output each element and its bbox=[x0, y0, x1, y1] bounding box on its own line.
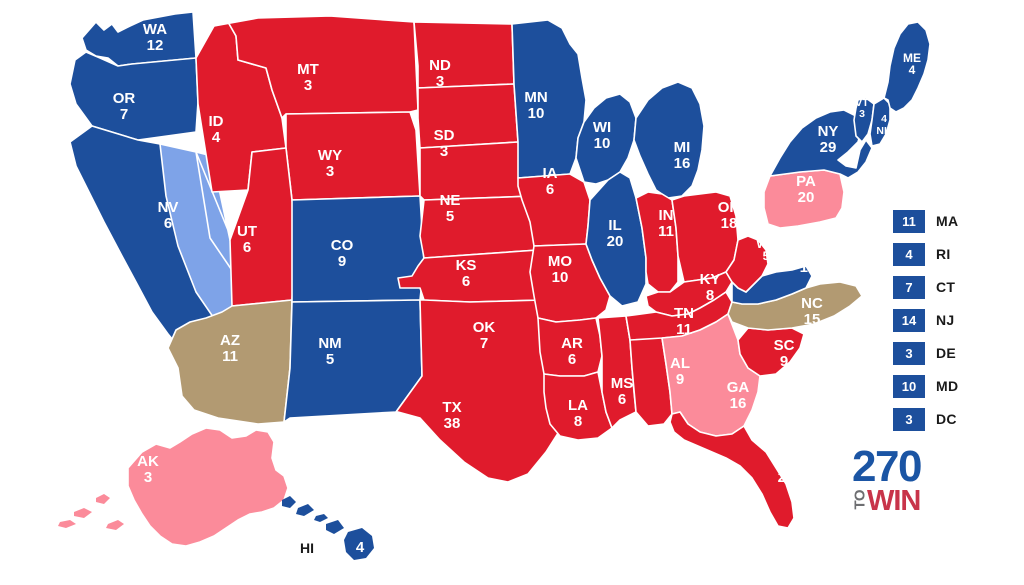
state-me[interactable] bbox=[883, 21, 931, 113]
legend-votes-nj: 14 bbox=[893, 308, 925, 332]
legend-row-ri[interactable]: 4 RI bbox=[893, 241, 1013, 267]
state-abbr-fl: FL bbox=[777, 453, 795, 470]
legend-label-ri: RI bbox=[936, 246, 951, 262]
legend-votes-ri: 4 bbox=[893, 242, 925, 266]
state-hi-island-5[interactable] bbox=[344, 528, 374, 560]
legend-label-ma: MA bbox=[936, 213, 959, 229]
state-ar[interactable] bbox=[537, 317, 603, 377]
legend-label-dc: DC bbox=[936, 411, 957, 427]
state-ak-island bbox=[96, 494, 110, 504]
state-pa[interactable] bbox=[763, 169, 845, 229]
legend-row-de[interactable]: 3 DE bbox=[893, 340, 1013, 366]
state-la[interactable] bbox=[543, 371, 613, 441]
state-ak-island bbox=[74, 508, 92, 518]
logo-number: 270 bbox=[852, 442, 922, 491]
state-ak-island bbox=[106, 520, 124, 530]
state-or[interactable] bbox=[69, 51, 199, 141]
legend-small-states: 11 MA 4 RI 7 CT 14 NJ 3 DE 10 MD 3 DC bbox=[893, 208, 1013, 439]
legend-row-md[interactable]: 10 MD bbox=[893, 373, 1013, 399]
state-ne[interactable] bbox=[419, 141, 535, 201]
legend-label-de: DE bbox=[936, 345, 957, 361]
state-nd[interactable] bbox=[413, 21, 515, 89]
logo-win-text: WIN bbox=[867, 485, 921, 517]
state-votes-ca: 55 bbox=[90, 251, 107, 268]
state-ak[interactable] bbox=[127, 427, 289, 547]
state-mn[interactable] bbox=[511, 19, 587, 179]
legend-votes-dc: 3 bbox=[893, 407, 925, 431]
state-wv[interactable] bbox=[725, 235, 769, 293]
state-fl[interactable] bbox=[669, 411, 795, 529]
legend-row-dc[interactable]: 3 DC bbox=[893, 406, 1013, 432]
logo-to-text: TO bbox=[851, 489, 869, 510]
legend-row-ct[interactable]: 7 CT bbox=[893, 274, 1013, 300]
legend-votes-ct: 7 bbox=[893, 275, 925, 299]
legend-label-nj: NJ bbox=[936, 312, 955, 328]
state-hi-island-2[interactable] bbox=[296, 504, 314, 516]
state-wy[interactable] bbox=[285, 111, 421, 201]
hawaii-inset-label: HI bbox=[300, 540, 314, 556]
state-nh[interactable] bbox=[869, 97, 891, 147]
state-ak-island bbox=[58, 520, 76, 528]
state-hi-island-1[interactable] bbox=[282, 496, 296, 508]
legend-votes-md: 10 bbox=[893, 374, 925, 398]
state-wa[interactable] bbox=[81, 11, 197, 67]
logo-bottom-row: TO WIN bbox=[851, 485, 964, 517]
state-ny[interactable] bbox=[769, 109, 873, 179]
state-tx[interactable] bbox=[395, 299, 563, 483]
state-abbr-va: VA bbox=[798, 243, 818, 260]
state-sc[interactable] bbox=[737, 327, 805, 377]
legend-row-nj[interactable]: 14 NJ bbox=[893, 307, 1013, 333]
legend-votes-de: 3 bbox=[893, 341, 925, 365]
legend-votes-ma: 11 bbox=[893, 209, 925, 233]
state-mi[interactable] bbox=[633, 81, 705, 199]
legend-row-ma[interactable]: 11 MA bbox=[893, 208, 1013, 234]
state-hi-island-3[interactable] bbox=[314, 514, 328, 522]
state-sd[interactable] bbox=[417, 83, 519, 149]
states-layer[interactable] bbox=[58, 11, 931, 560]
state-ks[interactable] bbox=[419, 195, 539, 259]
state-hi-island-4[interactable] bbox=[326, 520, 344, 534]
state-abbr-ca: CA bbox=[87, 235, 109, 252]
270towin-logo[interactable]: 270 TO WIN bbox=[851, 442, 964, 517]
state-mt[interactable] bbox=[213, 15, 419, 119]
state-vt[interactable] bbox=[853, 97, 875, 143]
legend-label-md: MD bbox=[936, 378, 959, 394]
legend-label-ct: CT bbox=[936, 279, 956, 295]
